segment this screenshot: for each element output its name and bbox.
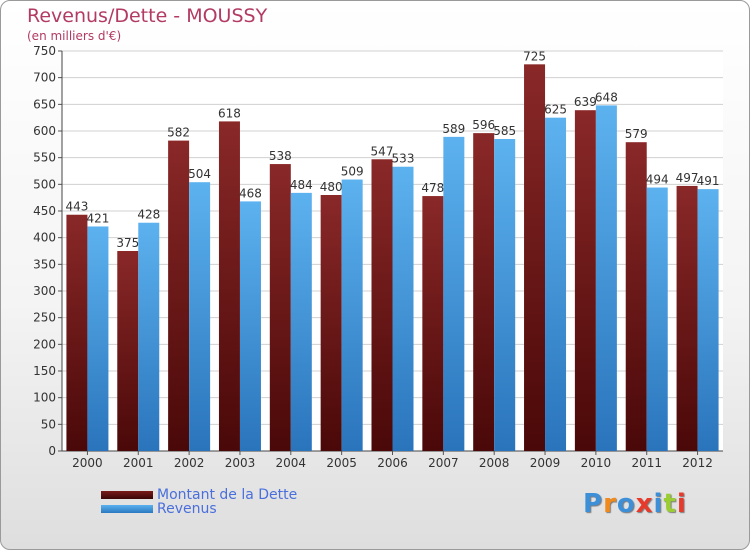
logo-letter: P — [583, 489, 604, 519]
y-tick-label: 50 — [41, 417, 56, 431]
y-tick-label: 600 — [33, 124, 56, 138]
bar-revenue — [341, 179, 363, 452]
y-tick-label: 650 — [33, 97, 56, 111]
bar-revenue — [545, 117, 567, 452]
y-tick-label: 550 — [33, 151, 56, 165]
data-label-debt: 618 — [218, 106, 241, 120]
bar-debt — [269, 164, 291, 452]
proxiti-logo: Proxiti — [583, 489, 687, 519]
bar-debt — [218, 121, 240, 452]
y-tick-label: 100 — [33, 391, 56, 405]
data-label-revenue: 484 — [290, 178, 313, 192]
y-tick-label: 0 — [48, 444, 56, 458]
bar-revenue — [494, 139, 516, 451]
y-tick-label: 700 — [33, 71, 56, 85]
x-tick-label: 2004 — [276, 456, 307, 470]
data-label-debt: 596 — [472, 118, 495, 132]
data-label-revenue: 585 — [493, 124, 516, 138]
bar-revenue — [595, 105, 617, 452]
data-label-debt: 639 — [574, 95, 597, 109]
data-label-revenue: 648 — [595, 90, 618, 104]
legend-swatch-debt — [101, 491, 153, 499]
x-tick-label: 2012 — [682, 456, 713, 470]
data-label-revenue: 504 — [188, 167, 211, 181]
data-label-debt: 725 — [523, 49, 546, 63]
bar-revenue — [290, 192, 312, 451]
x-tick-label: 2007 — [428, 456, 459, 470]
bar-revenue — [239, 201, 261, 451]
x-tick-label: 2000 — [72, 456, 103, 470]
y-tick-label: 200 — [33, 337, 56, 351]
legend-item-revenue: Revenus — [101, 501, 217, 517]
bar-debt — [574, 110, 596, 451]
chart-title: Revenus/Dette - MOUSSY — [27, 5, 268, 27]
bar-revenue — [443, 136, 465, 451]
data-label-revenue: 509 — [341, 165, 364, 179]
bar-revenue — [646, 187, 668, 452]
y-tick-label: 500 — [33, 177, 56, 191]
data-label-debt: 443 — [65, 200, 88, 214]
data-label-debt: 579 — [625, 127, 648, 141]
data-label-revenue: 491 — [697, 174, 720, 188]
bar-revenue — [392, 166, 414, 451]
y-tick-label: 350 — [33, 257, 56, 271]
legend-label-debt: Montant de la Dette — [157, 487, 298, 503]
bar-debt — [66, 214, 88, 451]
bar-revenue — [138, 222, 160, 451]
data-label-revenue: 494 — [646, 173, 669, 187]
data-label-debt: 547 — [371, 144, 394, 158]
bar-debt — [422, 196, 444, 451]
bar-debt — [473, 133, 495, 451]
legend-label-revenue: Revenus — [157, 501, 217, 517]
bar-debt — [320, 195, 342, 451]
data-label-debt: 478 — [421, 181, 444, 195]
x-tick-label: 2011 — [631, 456, 662, 470]
y-tick-label: 750 — [33, 44, 56, 58]
data-label-revenue: 421 — [86, 211, 109, 225]
bar-revenue — [189, 182, 211, 451]
bar-revenue — [697, 189, 719, 451]
data-label-revenue: 468 — [239, 186, 262, 200]
x-tick-label: 2006 — [377, 456, 408, 470]
logo-letter: x — [635, 489, 654, 519]
y-tick-label: 300 — [33, 284, 56, 298]
bar-debt — [676, 185, 698, 451]
data-label-revenue: 428 — [137, 208, 160, 222]
x-tick-label: 2001 — [123, 456, 154, 470]
x-tick-label: 2003 — [225, 456, 256, 470]
bar-debt — [168, 140, 190, 451]
logo-letter: o — [616, 489, 636, 519]
bar-debt — [524, 64, 546, 452]
x-tick-label: 2005 — [326, 456, 357, 470]
chart-subtitle: (en milliers d'€) — [27, 29, 122, 43]
bar-revenue — [87, 226, 109, 451]
x-tick-label: 2009 — [530, 456, 561, 470]
bar-debt — [371, 159, 393, 451]
x-tick-label: 2008 — [479, 456, 510, 470]
legend-item-debt: Montant de la Dette — [101, 487, 297, 503]
bar-debt — [117, 251, 139, 451]
x-tick-label: 2002 — [174, 456, 205, 470]
data-label-debt: 497 — [676, 171, 699, 185]
data-label-debt: 538 — [269, 149, 292, 163]
logo-letter: i — [676, 489, 687, 519]
y-tick-label: 150 — [33, 364, 56, 378]
data-label-revenue: 625 — [544, 103, 567, 117]
y-tick-label: 400 — [33, 231, 56, 245]
logo-letter: i — [653, 489, 664, 519]
y-tick-label: 450 — [33, 204, 56, 218]
x-tick-label: 2010 — [581, 456, 612, 470]
legend-swatch-revenue — [101, 505, 153, 513]
logo-letter: r — [603, 489, 617, 519]
data-label-debt: 375 — [116, 236, 139, 250]
data-label-debt: 582 — [167, 126, 190, 140]
data-label-revenue: 533 — [392, 152, 415, 166]
y-tick-label: 250 — [33, 311, 56, 325]
bar-debt — [625, 142, 647, 451]
data-label-debt: 480 — [320, 180, 343, 194]
logo-letter: t — [663, 489, 677, 519]
data-label-revenue: 589 — [442, 122, 465, 136]
